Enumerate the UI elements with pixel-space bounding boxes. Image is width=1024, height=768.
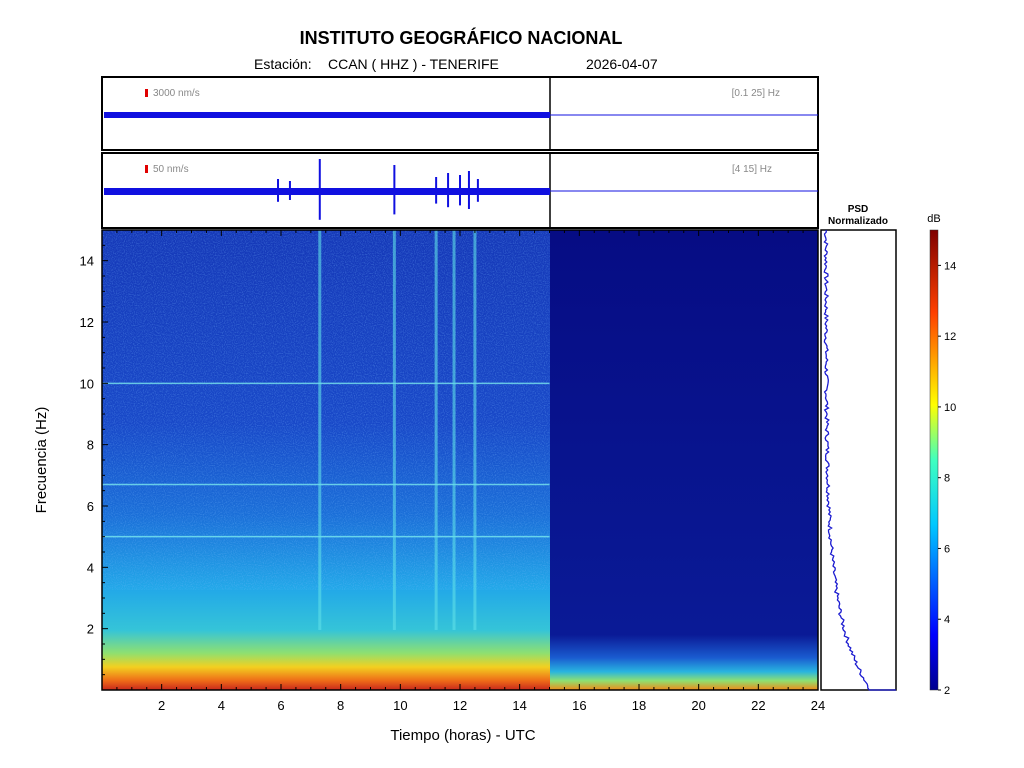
- x-tick-label: 12: [453, 698, 467, 713]
- colorbar-gradient: [929, 229, 939, 691]
- x-tick-label: 10: [393, 698, 407, 713]
- y-tick-label: 4: [87, 560, 94, 575]
- filtered-trace: [104, 188, 550, 195]
- x-tick-label: 2: [158, 698, 165, 713]
- station-prefix: Estación:: [254, 56, 312, 72]
- scale-label-filtered: 50 nm/s: [153, 164, 189, 175]
- x-tick-label: 24: [811, 698, 825, 713]
- psd-subtitle: Normalizado: [828, 216, 888, 227]
- band-label-filtered: [4 15] Hz: [732, 164, 772, 175]
- colorbar-tick-label: 4: [944, 614, 950, 626]
- y-axis: 2 4 6 8 10 12 14: [80, 229, 108, 676]
- colorbar-tick-label: 6: [944, 543, 950, 555]
- scale-label-broadband: 3000 nm/s: [153, 88, 200, 99]
- scale-bar-icon: [145, 89, 148, 97]
- colorbar: dB 2 4 6 8 10 12 14: [927, 213, 956, 697]
- filtered-event-spikes: [277, 159, 479, 220]
- x-tick-label: 14: [512, 698, 526, 713]
- x-tick-label: 22: [751, 698, 765, 713]
- spectrogram-empty: [550, 230, 818, 690]
- psd-curve: [823, 229, 896, 691]
- colorbar-tick-label: 12: [944, 331, 956, 343]
- y-tick-label: 8: [87, 438, 94, 453]
- band-label-broadband: [0.1 25] Hz: [732, 88, 780, 99]
- spectrogram-features: [102, 230, 550, 630]
- colorbar-ticks: 2 4 6 8 10 12 14: [938, 260, 956, 697]
- scale-bar-icon: [145, 165, 148, 173]
- broadband-trace: [104, 112, 550, 118]
- colorbar-tick-label: 10: [944, 402, 956, 414]
- x-tick-label: 20: [691, 698, 705, 713]
- colorbar-tick-label: 14: [944, 260, 956, 272]
- seismogram-panel-broadband: 3000 nm/s [0.1 25] Hz: [101, 76, 819, 151]
- x-tick-label: 18: [632, 698, 646, 713]
- x-tick-label: 6: [277, 698, 284, 713]
- y-tick-label: 12: [80, 315, 94, 330]
- x-tick-label: 8: [337, 698, 344, 713]
- x-axis-title: Tiempo (horas) - UTC: [390, 727, 535, 744]
- psd-title: PSD: [848, 204, 869, 215]
- psd-panel: PSD Normalizado: [820, 204, 897, 691]
- y-tick-label: 6: [87, 499, 94, 514]
- colorbar-tick-label: 8: [944, 473, 950, 485]
- y-axis-title: Frecuencia (Hz): [33, 407, 50, 514]
- station-name: CCAN ( HHZ ) - TENERIFE: [328, 56, 499, 72]
- x-tick-label: 4: [218, 698, 225, 713]
- page-title: INSTITUTO GEOGRÁFICO NACIONAL: [299, 28, 623, 48]
- date-label: 2026-04-07: [586, 56, 658, 72]
- colorbar-unit: dB: [927, 213, 940, 225]
- y-tick-label: 14: [80, 254, 94, 269]
- x-axis: 2 4 6 8 10 12 14 16 18 20 22 24: [116, 230, 825, 713]
- colorbar-tick-label: 2: [944, 685, 950, 697]
- y-tick-label: 2: [87, 622, 94, 637]
- x-tick-label: 16: [572, 698, 586, 713]
- y-tick-label: 10: [80, 376, 94, 391]
- seismogram-panel-filtered: 50 nm/s [4 15] Hz: [101, 152, 819, 229]
